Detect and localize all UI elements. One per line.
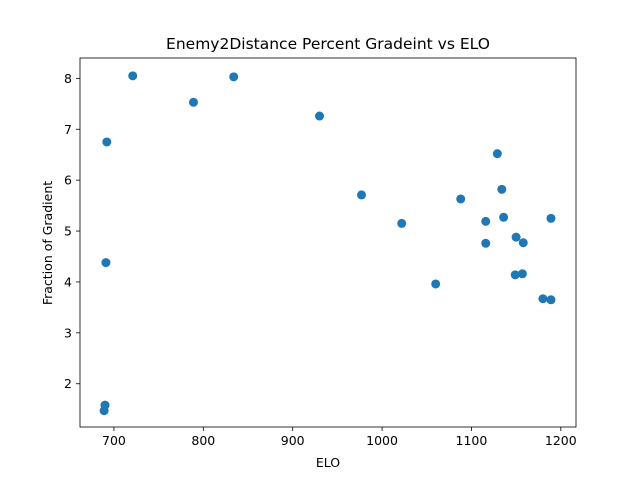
x-tick-label: 1200 [545,433,577,448]
data-point [546,295,556,305]
data-point [357,190,367,200]
y-tick-label: 7 [64,122,72,137]
data-point [510,270,520,280]
data-point [188,97,198,107]
y-tick-label: 3 [64,325,72,340]
y-tick-label: 4 [64,274,72,289]
y-tick-label: 2 [64,376,72,391]
data-point [492,149,502,159]
x-axis-label: ELO [316,455,340,470]
data-point [481,216,491,226]
data-point [315,111,325,121]
data-point [499,212,509,222]
y-tick-label: 5 [64,224,72,239]
data-point [102,137,112,147]
data-point [128,71,138,81]
data-point [397,218,407,228]
x-tick-label: 700 [102,433,126,448]
data-point [456,194,466,204]
x-tick-label: 1000 [366,433,398,448]
data-point [431,279,441,289]
chart-title: Enemy2Distance Percent Gradeint vs ELO [166,35,490,53]
data-point [511,232,521,242]
y-tick-label: 8 [64,71,72,86]
y-tick-label: 6 [64,173,72,188]
x-tick-label: 1100 [456,433,488,448]
data-point [229,72,239,82]
axes-frame [79,57,577,428]
plot-area: 700 800 900 1000 1100 1200 2 3 4 5 6 7 8 [64,57,577,448]
data-point [538,294,548,304]
x-tick-label: 900 [281,433,305,448]
data-point [517,269,527,279]
y-axis-label: Fraction of Gradient [40,181,55,305]
data-point [518,238,528,248]
x-tick-label: 800 [191,433,215,448]
data-point [497,184,507,194]
data-point [481,238,491,248]
data-point [546,213,556,223]
data-point [100,400,110,410]
data-point [101,258,111,268]
